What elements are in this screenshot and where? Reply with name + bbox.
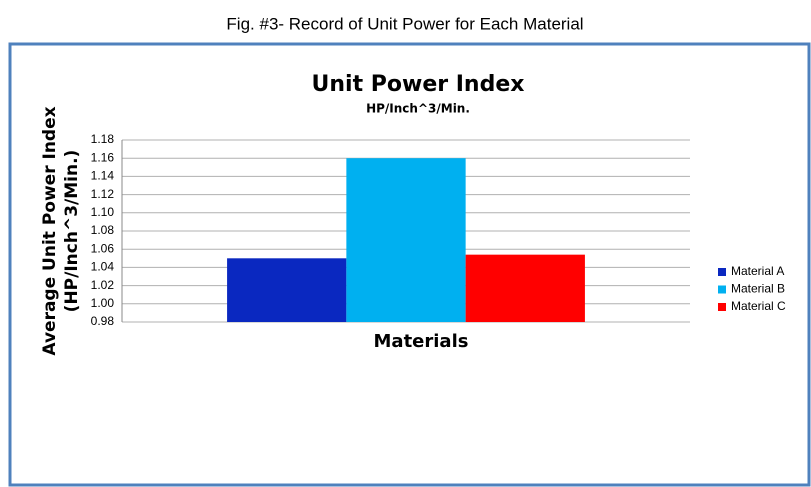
y-tick-label: 1.02 [91,278,115,292]
chart-subtitle: HP/Inch^3/Min. [366,102,470,116]
y-tick-label: 1.14 [91,169,115,183]
y-tick-label: 0.98 [91,314,115,328]
y-tick-label: 1.18 [91,132,115,146]
legend-label: Material A [731,264,784,278]
legend-swatch [718,285,726,294]
y-tick-label: 1.00 [91,296,115,310]
y-tick-label: 1.08 [91,223,115,237]
legend-label: Material C [731,299,786,313]
legend-swatch [718,303,726,311]
y-tick-label: 1.10 [91,205,115,219]
x-axis-label: Materials [374,331,469,352]
bar [346,158,466,322]
chart-title: Unit Power Index [312,72,525,97]
y-tick-label: 1.16 [91,150,115,164]
legend-swatch [718,268,726,276]
y-tick-label: 1.06 [91,241,115,255]
bar [465,254,585,322]
bar [227,258,347,322]
y-axis-label: (HP/Inch^3/Min.) [62,150,82,313]
figure-caption: Fig. #3- Record of Unit Power for Each M… [226,14,583,33]
y-tick-label: 1.04 [91,260,115,274]
y-tick-label: 1.12 [91,187,115,201]
y-axis-label: Average Unit Power Index [40,106,60,355]
legend-label: Material B [731,282,785,296]
